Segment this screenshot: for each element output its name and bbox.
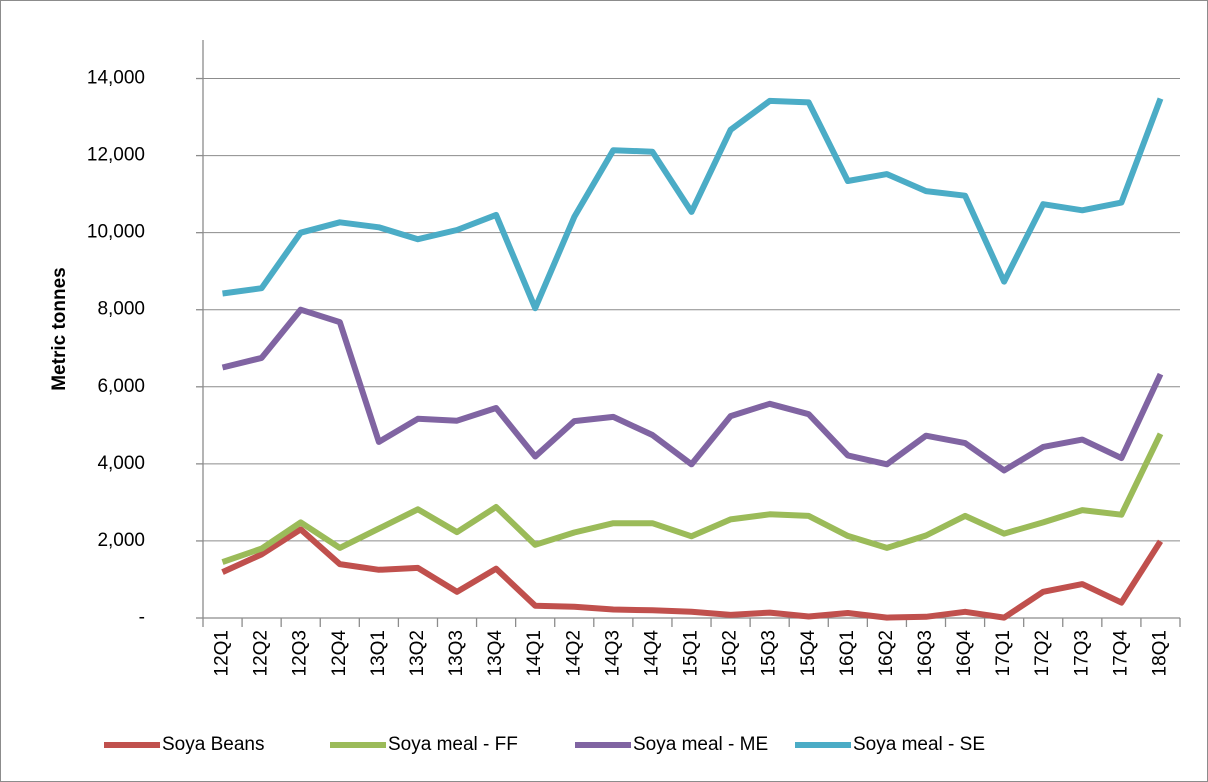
series-line	[221, 526, 1164, 621]
x-tick-label: 13Q2	[407, 630, 428, 676]
y-tick-label: 10,000	[87, 222, 145, 243]
series-line	[221, 432, 1164, 565]
y-tick-label: 6,000	[97, 376, 145, 397]
x-tick-label: 12Q4	[329, 630, 350, 677]
x-tick-label: 16Q1	[837, 630, 858, 676]
x-tick-label: 12Q2	[251, 630, 272, 676]
legend-label: Soya meal - ME	[633, 734, 768, 755]
x-tick-label: 12Q3	[290, 630, 311, 676]
x-tick-label: 16Q4	[954, 630, 975, 677]
legend-label: Soya meal - FF	[388, 734, 518, 755]
x-tick-label: 17Q3	[1071, 630, 1092, 676]
x-tick-label: 14Q1	[524, 630, 545, 676]
x-tick-label: 15Q2	[720, 630, 741, 676]
x-tick-label: 17Q1	[993, 630, 1014, 676]
x-tick-label: 14Q2	[563, 630, 584, 676]
y-tick-label: 14,000	[87, 68, 145, 89]
x-tick-label: 15Q3	[759, 630, 780, 676]
x-tick-label: 13Q3	[446, 630, 467, 676]
x-tick-label: 16Q2	[876, 630, 897, 676]
x-tick-label: 12Q1	[212, 630, 233, 676]
x-tick-label: 14Q4	[641, 630, 662, 677]
x-tick-label: 18Q1	[1149, 630, 1170, 676]
x-tick-label: 14Q3	[602, 630, 623, 676]
y-tick-label: -	[139, 607, 145, 628]
x-tick-label: 17Q4	[1110, 630, 1131, 677]
x-tick-label: 13Q1	[368, 630, 389, 676]
y-axis-label: Metric tonnes	[49, 267, 70, 391]
y-tick-label: 4,000	[97, 453, 145, 474]
x-tick-label: 15Q4	[798, 630, 819, 677]
series-line	[221, 306, 1164, 474]
y-tick-label: 2,000	[97, 530, 145, 551]
x-tick-label: 16Q3	[915, 630, 936, 676]
legend-label: Soya Beans	[162, 734, 264, 755]
x-tick-label: 13Q4	[485, 630, 506, 677]
legend-label: Soya meal - SE	[853, 734, 985, 755]
x-tick-label: 15Q1	[681, 630, 702, 676]
y-tick-label: 8,000	[97, 299, 145, 320]
series-line	[222, 97, 1164, 312]
x-tick-label: 17Q2	[1032, 630, 1053, 676]
y-tick-label: 12,000	[87, 145, 145, 166]
